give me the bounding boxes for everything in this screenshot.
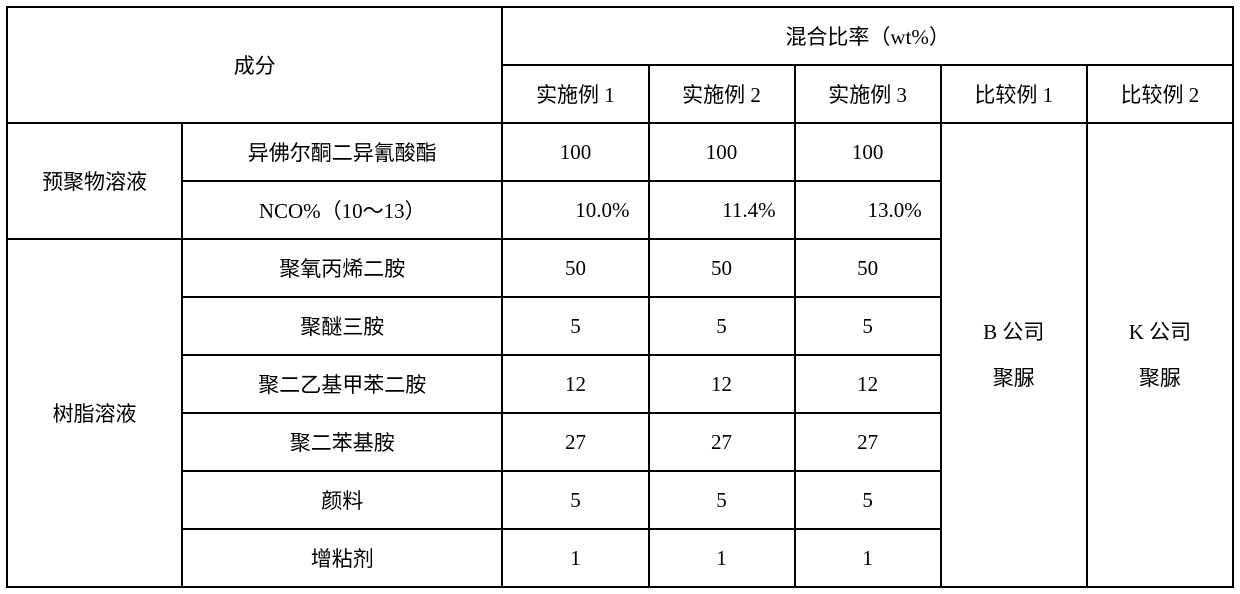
row-label: 聚二乙基甲苯二胺 xyxy=(182,355,502,413)
group-resin: 树脂溶液 xyxy=(7,239,182,587)
cmp2-line2: 聚脲 xyxy=(1139,366,1181,390)
cell-value: 50 xyxy=(795,239,941,297)
cell-value: 12 xyxy=(502,355,648,413)
row-label: 增粘剂 xyxy=(182,529,502,587)
col-cmp1: 比较例 1 xyxy=(941,65,1087,123)
table-row: 预聚物溶液 异佛尔酮二异氰酸酯 100 100 100 B 公司 聚脲 K 公司… xyxy=(7,123,1233,181)
group-prepolymer: 预聚物溶液 xyxy=(7,123,182,239)
cell-value: 50 xyxy=(649,239,795,297)
cell-value: 11.4% xyxy=(649,181,795,239)
col-ex3: 实施例 3 xyxy=(795,65,941,123)
row-label: 异佛尔酮二异氰酸酯 xyxy=(182,123,502,181)
cell-value: 5 xyxy=(502,297,648,355)
row-label: NCO%（10～13） xyxy=(182,181,502,239)
col-ex2: 实施例 2 xyxy=(649,65,795,123)
cell-value: 27 xyxy=(795,413,941,471)
cmp1-cell: B 公司 聚脲 xyxy=(941,123,1087,587)
table-row: 成分 混合比率（wt%） xyxy=(7,7,1233,65)
row-label: 聚二苯基胺 xyxy=(182,413,502,471)
cmp1-line1: B 公司 xyxy=(983,320,1044,344)
cell-value: 5 xyxy=(795,297,941,355)
cell-value: 100 xyxy=(502,123,648,181)
cell-value: 50 xyxy=(502,239,648,297)
cell-value: 100 xyxy=(795,123,941,181)
row-label: 颜料 xyxy=(182,471,502,529)
cell-value: 100 xyxy=(649,123,795,181)
cell-value: 5 xyxy=(795,471,941,529)
cell-value: 10.0% xyxy=(502,181,648,239)
cell-value: 1 xyxy=(649,529,795,587)
cell-value: 5 xyxy=(649,471,795,529)
cell-value: 27 xyxy=(502,413,648,471)
cell-value: 1 xyxy=(795,529,941,587)
col-ex1: 实施例 1 xyxy=(502,65,648,123)
col-cmp2: 比较例 2 xyxy=(1087,65,1233,123)
header-mixratio: 混合比率（wt%） xyxy=(502,7,1233,65)
cmp1-line2: 聚脲 xyxy=(993,366,1035,390)
cell-value: 27 xyxy=(649,413,795,471)
cell-value: 5 xyxy=(649,297,795,355)
cell-value: 12 xyxy=(649,355,795,413)
cell-value: 12 xyxy=(795,355,941,413)
cmp2-cell: K 公司 聚脲 xyxy=(1087,123,1233,587)
composition-table: 成分 混合比率（wt%） 实施例 1 实施例 2 实施例 3 比较例 1 比较例… xyxy=(6,6,1234,588)
cell-value: 13.0% xyxy=(795,181,941,239)
row-label: 聚氧丙烯二胺 xyxy=(182,239,502,297)
cmp2-line1: K 公司 xyxy=(1129,320,1191,344)
header-ingredient: 成分 xyxy=(7,7,502,123)
cell-value: 1 xyxy=(502,529,648,587)
row-label: 聚醚三胺 xyxy=(182,297,502,355)
cell-value: 5 xyxy=(502,471,648,529)
